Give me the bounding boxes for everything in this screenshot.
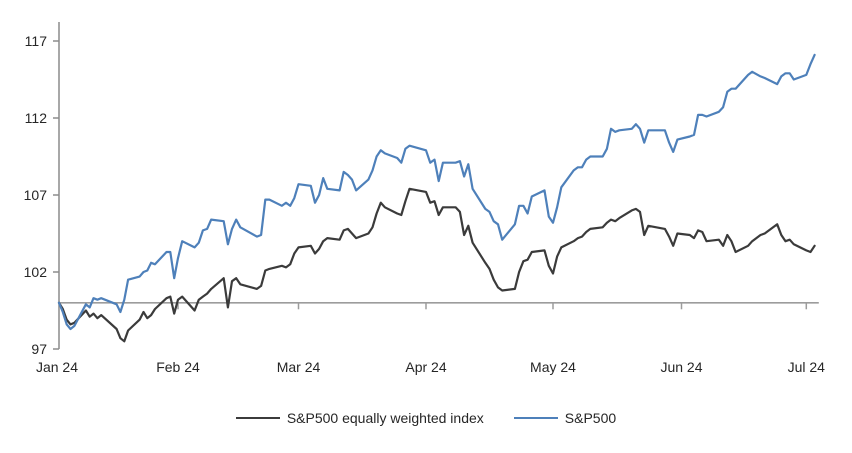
chart-legend: S&P500 equally weighted index S&P500 (0, 410, 852, 426)
sp500-swatch (513, 416, 558, 420)
legend-item-sp500: S&P500 (513, 410, 617, 426)
x-axis-tick-label: Jun 24 (660, 359, 702, 375)
y-axis-tick-label: 102 (24, 264, 48, 280)
legend-label-sp500: S&P500 (564, 410, 617, 426)
legend-label-equal-weight: S&P500 equally weighted index (286, 410, 484, 426)
sp500-line (57, 53, 816, 331)
x-axis-tick-label: Jan 24 (36, 359, 78, 375)
legend-item-equal-weight: S&P500 equally weighted index (235, 410, 484, 426)
x-axis-tick-label: Jul 24 (788, 359, 826, 375)
equal-weight-swatch (235, 416, 280, 420)
x-axis-tick-label: May 24 (530, 359, 576, 375)
y-axis-tick-label: 107 (24, 187, 48, 203)
y-axis-tick-label: 112 (25, 110, 48, 126)
x-axis-tick-label: Mar 24 (277, 359, 321, 375)
performance-line-chart: 117 112 107 102 97 Jan 24 Feb 24 Mar 24 Apr 24 Ma… (24, 22, 826, 375)
y-axis-tick-label: 117 (25, 33, 48, 49)
x-axis-tick-label: Apr 24 (405, 359, 446, 375)
x-axis-tick-label: Feb 24 (156, 359, 200, 375)
y-axis-tick-label: 97 (31, 341, 47, 357)
equal-weight-line (57, 187, 816, 343)
